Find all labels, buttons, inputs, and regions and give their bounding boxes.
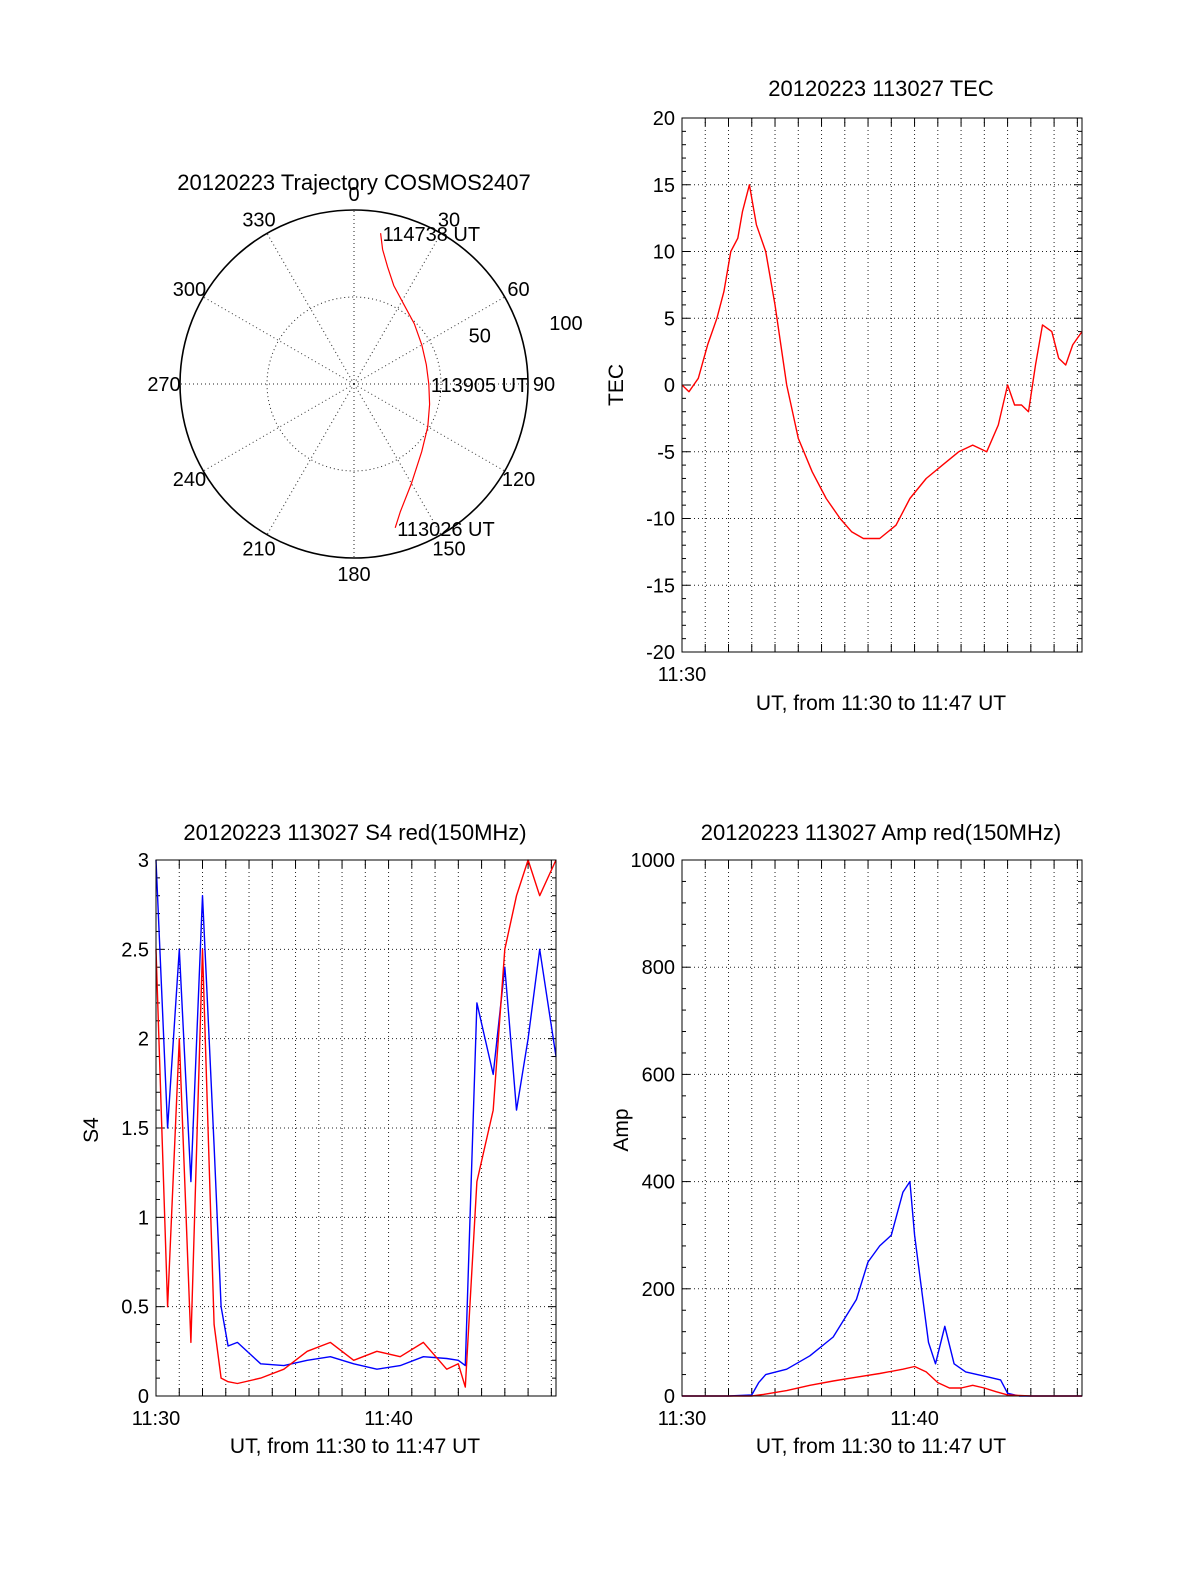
polar-trajectory-chart: 20120223 Trajectory COSMOS2407 0 30 60 90 12… xyxy=(147,170,582,586)
tec-ytick-label: 20 xyxy=(653,108,675,130)
s4-xtick-label: 11:30 xyxy=(132,1408,181,1430)
amp-ytick-label: 600 xyxy=(642,1064,675,1086)
polar-title: 20120223 Trajectory COSMOS2407 xyxy=(177,170,530,195)
s4-xtick-label: 11:40 xyxy=(364,1408,413,1430)
polar-angle-tick-label: 300 xyxy=(173,279,206,301)
amp-ytick-label: 1000 xyxy=(631,850,676,872)
polar-grid xyxy=(179,209,529,559)
amp-ytick-label: 400 xyxy=(642,1172,675,1194)
s4-title: 20120223 113027 S4 red(150MHz) xyxy=(183,820,526,845)
tec-ytick-label: 0 xyxy=(664,375,675,397)
polar-grid-spoke xyxy=(266,383,355,535)
tec-series-line-0 xyxy=(681,184,1083,540)
s4-ytick-label: 2 xyxy=(138,1029,149,1051)
polar-series xyxy=(380,233,431,528)
polar-grid-spoke xyxy=(203,296,355,385)
polar-grid-spoke xyxy=(353,383,442,535)
tec-xlabel: UT, from 11:30 to 11:47 UT xyxy=(756,692,1006,715)
polar-angle-tick-label: 210 xyxy=(242,539,275,561)
s4-ytick-label: 3 xyxy=(138,850,149,872)
polar-tick-labels: 0 30 60 90 120 150 180 210 240 270 300 330 50 100 xyxy=(147,184,582,586)
polar-grid-circle-inner xyxy=(266,296,442,472)
s4-axes-frame xyxy=(155,859,557,1397)
s4-series-line-0 xyxy=(155,859,557,1370)
amp-ytick-label: 800 xyxy=(642,957,675,979)
s4-ylabel: S4 xyxy=(80,1117,103,1143)
amp-series-line-0 xyxy=(682,1180,1082,1397)
polar-angle-tick-label: 60 xyxy=(507,279,529,301)
tec-ylabel: TEC xyxy=(605,364,628,406)
amp-chart: 20120223 113027 Amp red(150MHz) Amp UT, … xyxy=(610,820,1083,1458)
polar-angle-tick-label: 120 xyxy=(502,469,535,491)
tec-ytick-label: -15 xyxy=(646,575,675,597)
tec-ytick-label: -10 xyxy=(646,509,675,531)
polar-angle-tick-label: 30 xyxy=(438,209,460,231)
polar-angle-tick-label: 90 xyxy=(533,374,555,396)
amp-title: 20120223 113027 Amp red(150MHz) xyxy=(701,820,1061,845)
amp-plot-area: 1000 800 600 400 200 011:30 11:40 xyxy=(631,850,1083,1430)
tec-ytick-label: 10 xyxy=(653,242,675,264)
tec-chart: 20120223 113027 TEC TEC UT, from 11:30 t… xyxy=(605,76,1083,715)
amp-ytick-label: 0 xyxy=(664,1386,675,1408)
s4-xlabel: UT, from 11:30 to 11:47 UT xyxy=(230,1435,480,1458)
amp-series-line-1 xyxy=(682,1365,1082,1397)
polar-angle-tick-label: 0 xyxy=(348,184,359,206)
amp-axes-frame xyxy=(681,859,1083,1397)
s4-ytick-label: 1 xyxy=(138,1207,149,1229)
polar-radial-tick-label: 100 xyxy=(549,313,582,335)
tec-ytick-label: 5 xyxy=(664,308,675,330)
polar-angle-tick-label: 150 xyxy=(432,539,465,561)
tec-ytick-label: -20 xyxy=(646,642,675,664)
polar-annotation-label: 114738 UT xyxy=(383,224,480,246)
s4-chart: 20120223 113027 S4 red(150MHz) S4 UT, fr… xyxy=(80,820,557,1458)
s4-ytick-label: 0 xyxy=(138,1386,149,1408)
tec-axes-frame xyxy=(681,117,1083,653)
polar-angle-tick-label: 180 xyxy=(337,564,370,586)
s4-plot-area: 3 2.5 2 1.5 1 0.5 011:30 11:40 xyxy=(121,850,557,1430)
amp-xtick-label: 11:30 xyxy=(658,1408,707,1430)
polar-angle-tick-label: 240 xyxy=(173,469,206,491)
s4-ytick-label: 2.5 xyxy=(121,939,149,961)
polar-grid-spoke xyxy=(203,383,355,472)
polar-annotation-label: 113905 UT xyxy=(431,375,528,397)
polar-grid-spoke xyxy=(353,383,505,472)
tec-ytick-label: -5 xyxy=(657,442,675,464)
polar-angle-tick-label: 270 xyxy=(147,374,180,396)
polar-grid-spoke xyxy=(353,296,505,385)
polar-trajectory-line xyxy=(380,233,431,528)
tec-xtick-label: 11:30 xyxy=(658,664,707,686)
polar-radial-tick-label: 50 xyxy=(469,325,491,347)
amp-ytick-label: 200 xyxy=(642,1279,675,1301)
polar-grid-spoke xyxy=(266,233,355,385)
polar-grid-spoke xyxy=(353,233,442,385)
tec-ytick-label: 15 xyxy=(653,175,675,197)
amp-xtick-label: 11:40 xyxy=(890,1408,939,1430)
s4-ytick-label: 1.5 xyxy=(121,1118,149,1140)
s4-ytick-label: 0.5 xyxy=(121,1297,149,1319)
polar-angle-tick-label: 330 xyxy=(242,209,275,231)
polar-outer-circle xyxy=(179,209,529,559)
amp-xlabel: UT, from 11:30 to 11:47 UT xyxy=(756,1435,1006,1458)
amp-ylabel: Amp xyxy=(610,1108,633,1151)
s4-series-line-1 xyxy=(155,859,557,1388)
polar-annotation-label: 113026 UT xyxy=(397,519,494,541)
tec-title: 20120223 113027 TEC xyxy=(768,76,994,101)
polar-annotations: 114738 UT 113905 UT 113026 UT xyxy=(383,224,529,541)
